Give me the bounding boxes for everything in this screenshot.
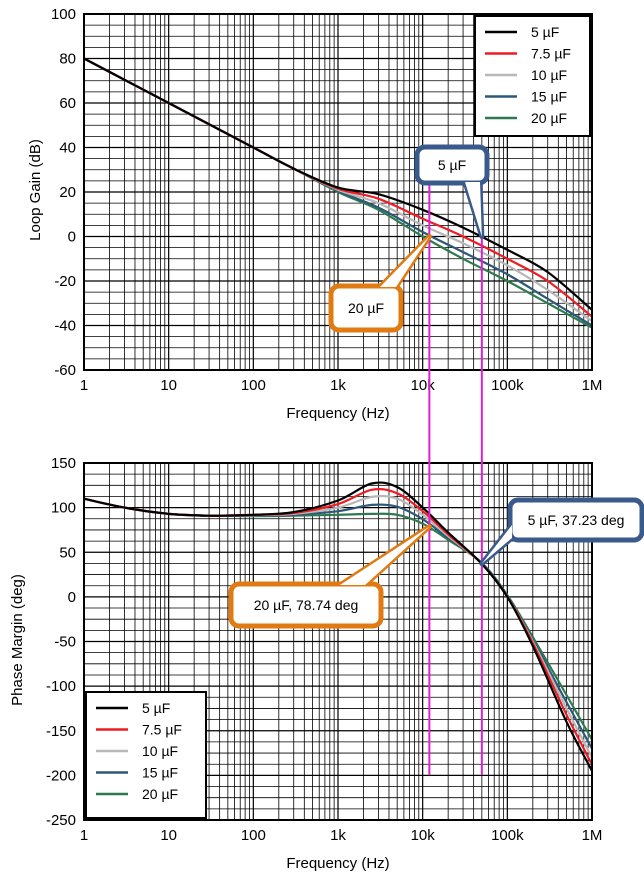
y-tick-label: -40 xyxy=(54,318,76,335)
phase-margin-plot-area: 1 10 100 1k 10k 100k 1M -250 -200 -150 -100 -50 0 50 1… xyxy=(46,455,602,844)
phase-margin-chart: Phase Margin (deg) Frequency (Hz) 1 10 100… xyxy=(9,455,602,872)
legend-label: 10 µF xyxy=(531,67,567,83)
legend-label: 7.5 µF xyxy=(142,722,182,738)
callout-pointer-fill xyxy=(380,236,430,287)
x-tick-label: 1M xyxy=(582,377,603,394)
callout-pointer-fill xyxy=(340,526,430,585)
legend-box xyxy=(85,691,207,819)
y-tick-label: -60 xyxy=(54,362,76,379)
legend-label: 20 µF xyxy=(531,110,567,126)
legend-label: 5 µF xyxy=(142,700,170,716)
x-tick-label: 10k xyxy=(411,377,436,394)
loop-gain-plot-area: 1 10 100 1k 10k 100k 1M -60 -40 -20 0 20 40 60 80 100 5 … xyxy=(51,6,602,394)
y-tick-label: -50 xyxy=(54,634,76,651)
y-tick-label: -200 xyxy=(46,767,76,784)
plot-frame xyxy=(83,13,593,371)
callout-box xyxy=(414,144,490,186)
y-tick-label: 150 xyxy=(51,455,76,472)
y-tick-label: -100 xyxy=(46,678,76,695)
legend-label: 7.5 µF xyxy=(531,46,571,62)
y-tick-label: -150 xyxy=(46,723,76,740)
legend-label: 15 µF xyxy=(531,89,567,105)
y-tick-label: 100 xyxy=(51,500,76,517)
legend-label: 10 µF xyxy=(142,743,178,759)
x-tick-label: 1k xyxy=(330,377,346,394)
y-tick-label: 60 xyxy=(59,95,76,112)
callout: 20 µF, 78.74 deg xyxy=(228,524,432,629)
callout-label: 20 µF, 78.74 deg xyxy=(254,597,359,613)
y-tick-label: 0 xyxy=(68,589,76,606)
callout: 5 µF, 37.23 deg xyxy=(479,497,644,567)
callout-box xyxy=(507,497,644,543)
y-tick-label: -250 xyxy=(46,812,76,829)
legend-label: 15 µF xyxy=(142,765,178,781)
y-tick-label: 80 xyxy=(59,51,76,68)
x-tick-label: 10 xyxy=(160,827,177,844)
callout: 20 µF xyxy=(328,234,432,333)
phase-margin-ylabel: Phase Margin (deg) xyxy=(9,574,26,706)
phase-margin-xlabel: Frequency (Hz) xyxy=(286,855,389,872)
x-tick-label: 100k xyxy=(491,377,524,394)
x-tick-label: 100 xyxy=(241,377,266,394)
x-tick-label: 1k xyxy=(330,827,346,844)
x-tick-label: 100 xyxy=(241,827,266,844)
x-tick-label: 1 xyxy=(80,377,88,394)
callout-box xyxy=(228,581,384,629)
y-tick-label: 20 xyxy=(59,184,76,201)
legend-label: 20 µF xyxy=(142,786,178,802)
callout-label: 5 µF, 37.23 deg xyxy=(528,512,625,528)
loop-gain-xlabel: Frequency (Hz) xyxy=(286,405,389,422)
y-tick-label: 0 xyxy=(68,229,76,246)
series-line-5uF xyxy=(83,481,593,772)
callout-pointer-fill xyxy=(481,525,512,564)
legend-label: 5 µF xyxy=(531,24,559,40)
x-tick-label: 100k xyxy=(491,827,524,844)
x-tick-label: 1M xyxy=(582,827,603,844)
x-tick-label: 10 xyxy=(160,377,177,394)
callout-label: 20 µF xyxy=(348,300,384,316)
y-tick-label: -20 xyxy=(54,273,76,290)
loop-gain-ylabel: Loop Gain (dB) xyxy=(27,139,44,241)
loop-gain-chart: Loop Gain (dB) Frequency (Hz) 1 10 100 1k 10… xyxy=(27,6,602,422)
x-tick-label: 1 xyxy=(80,827,88,844)
crossover-markers: 5 µF 20 µF 5 µF, 37.23 deg 20 µF, 78.74 deg xyxy=(228,144,644,775)
callout-pointer-fill xyxy=(465,182,482,237)
callout-label: 5 µF xyxy=(438,157,466,173)
callout: 5 µF xyxy=(414,144,490,239)
callout-box xyxy=(328,283,404,333)
x-tick-label: 10k xyxy=(411,827,436,844)
y-tick-label: 100 xyxy=(51,6,76,23)
series-line-5uF xyxy=(83,57,593,311)
plot-frame xyxy=(83,462,593,821)
y-tick-label: 40 xyxy=(59,140,76,157)
y-tick-label: 50 xyxy=(59,544,76,561)
